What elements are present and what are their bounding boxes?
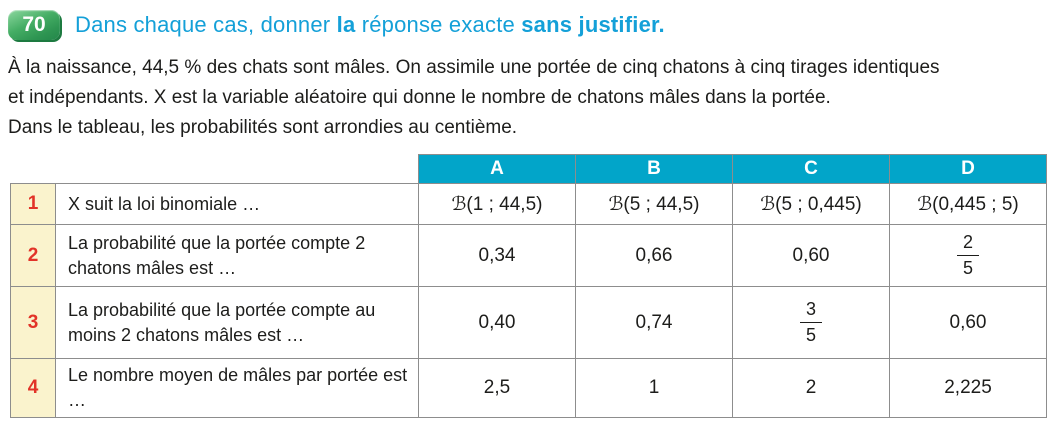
fraction-numerator: 3 [799,298,822,323]
answer-cell-1b: ℬ(5 ; 44,5) [575,183,733,225]
table-row: 2 La probabilité que la portée compte 2 … [10,224,1047,287]
column-header-d: D [889,154,1047,184]
question-cell: La probabilité que la portée compte 2 ch… [55,224,419,287]
exercise-title: Dans chaque cas, donner la réponse exact… [75,12,665,38]
column-header-a: A [418,154,576,184]
fraction-numerator: 2 [956,231,979,256]
row-number: 4 [10,358,56,418]
header-blank-cell [11,155,56,184]
answer-cell-4a: 2,5 [418,358,576,418]
title-segment: Dans chaque cas, donner [75,12,337,37]
exercise-number-badge: 70 [8,10,60,40]
table-row: 3 La probabilité que la portée compte au… [10,286,1047,359]
answer-cell-3b: 0,74 [575,286,733,359]
row-number: 2 [10,224,56,287]
answer-cell-2c: 0,60 [732,224,890,287]
answer-cell-3a: 0,40 [418,286,576,359]
intro-paragraph: À la naissance, 44,5 % des chats sont mâ… [8,53,1048,143]
answer-cell-4d: 2,225 [889,358,1047,418]
exercise-page: 70 Dans chaque cas, donner la réponse ex… [8,7,1048,418]
table-row: 1 X suit la loi binomiale … ℬ(1 ; 44,5) … [10,183,1047,225]
answer-cell-4b: 1 [575,358,733,418]
answer-cell-1c: ℬ(5 ; 0,445) [732,183,890,225]
question-cell: La probabilité que la portée compte au m… [55,286,419,359]
title-segment: réponse exacte [355,12,522,37]
exercise-header: 70 Dans chaque cas, donner la réponse ex… [8,7,1048,43]
table-header-row: A B C D [11,154,1047,184]
answer-cell-3d: 0,60 [889,286,1047,359]
answer-cell-2a: 0,34 [418,224,576,287]
row-number: 1 [10,183,56,225]
intro-line: À la naissance, 44,5 % des chats sont mâ… [8,57,940,78]
column-header-b: B [575,154,733,184]
fraction-denominator: 5 [805,325,816,345]
answer-cell-1d: ℬ(0,445 ; 5) [889,183,1047,225]
row-number: 3 [10,286,56,359]
question-cell: X suit la loi binomiale … [55,183,419,225]
answer-cell-4c: 2 [732,358,890,418]
question-cell: Le nombre moyen de mâles par portée est … [55,358,419,418]
intro-line: et indépendants. X est la variable aléat… [8,87,831,108]
title-segment-bold: sans justifier. [521,12,665,37]
fraction-denominator: 5 [962,258,973,278]
table-row: 4 Le nombre moyen de mâles par portée es… [10,358,1047,418]
header-blank-cell [56,155,419,184]
column-header-c: C [732,154,890,184]
intro-line: Dans le tableau, les probabilités sont a… [8,117,518,138]
answer-cell-2b: 0,66 [575,224,733,287]
answer-cell-1a: ℬ(1 ; 44,5) [418,183,576,225]
title-segment-bold: la [336,12,356,37]
answers-table: A B C D 1 X suit la loi binomiale … ℬ(1 … [10,154,1047,418]
